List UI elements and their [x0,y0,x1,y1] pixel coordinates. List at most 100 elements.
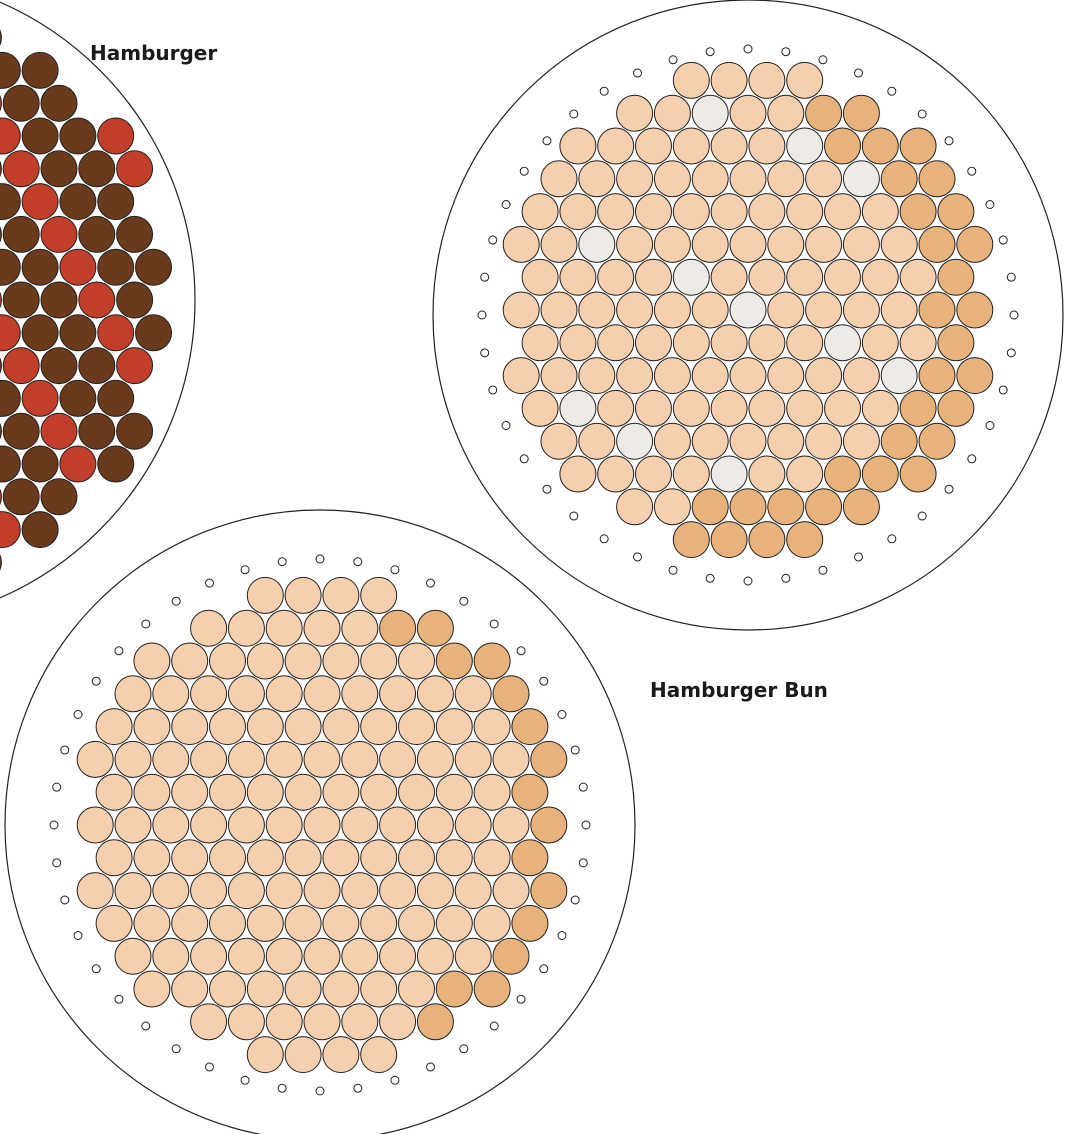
peg [578,782,588,792]
bead [748,258,786,296]
peg [985,199,995,209]
peg [542,484,552,494]
peg [578,858,588,868]
bead [398,904,435,942]
bead [40,281,78,319]
top-bun-beads [477,44,1019,586]
bead [842,488,880,526]
bead [360,773,398,811]
bead [59,314,97,352]
peg [569,511,579,521]
bead [265,872,303,910]
bead [710,258,748,296]
bead [95,773,133,811]
bead [0,51,21,89]
bead [133,642,171,680]
bead [171,970,209,1008]
bead [360,576,398,614]
bead [805,291,843,329]
peg [114,994,124,1004]
bead [540,160,578,198]
bead [824,127,861,165]
bead [0,412,2,450]
bead [78,150,116,188]
bead [786,193,824,231]
bead [59,248,97,286]
bead [473,642,511,680]
bead [842,291,880,329]
bead [21,314,59,352]
bead [672,258,710,296]
bead [559,127,597,165]
bead [842,422,880,460]
peg [743,576,753,586]
bead [530,806,568,844]
bead [937,193,975,231]
bead [0,281,2,319]
bead [97,183,135,221]
bead [653,225,691,263]
bead [284,904,322,942]
bead [284,773,322,811]
peg [519,454,529,464]
bead [918,291,956,329]
bead [2,281,40,319]
bead [880,160,918,198]
bead [398,773,435,811]
bead [416,1003,454,1041]
peg [91,964,101,974]
bead [616,94,654,132]
bead [265,806,303,844]
bead [227,937,265,975]
peg [569,109,579,119]
peg [998,385,1008,395]
bead [116,347,154,385]
bead [767,488,805,526]
peg [488,235,498,245]
bead [303,806,341,844]
bead [435,642,473,680]
bead [578,160,616,198]
bead [842,160,880,198]
bead [511,904,549,942]
peg [390,1075,400,1085]
peg [632,68,642,78]
bead [540,291,578,329]
bead [76,872,114,910]
bead [597,324,635,362]
bead [322,970,360,1008]
peg [917,109,927,119]
bead [502,291,540,329]
bead [786,127,824,165]
bead [767,422,805,460]
peg [887,534,897,544]
bead [710,193,748,231]
bead [861,455,899,493]
bead [435,904,473,942]
peg [516,646,526,656]
bead [416,872,454,910]
bead [824,258,861,296]
bead [133,708,171,746]
bead [246,1036,284,1074]
bead [861,127,899,165]
bead [284,642,322,680]
bead [341,740,379,778]
bead [227,1003,265,1041]
bead [78,281,116,319]
bead [59,183,97,221]
bead [97,117,135,155]
peg [171,1044,181,1054]
bead [398,970,435,1008]
bead [454,675,492,713]
bead [303,675,341,713]
bead [2,478,40,516]
bead [805,225,843,263]
bead [379,937,417,975]
bead [559,193,597,231]
bead [653,357,691,395]
bead [152,806,190,844]
bead [416,937,454,975]
bead [616,291,654,329]
bead [190,937,228,975]
